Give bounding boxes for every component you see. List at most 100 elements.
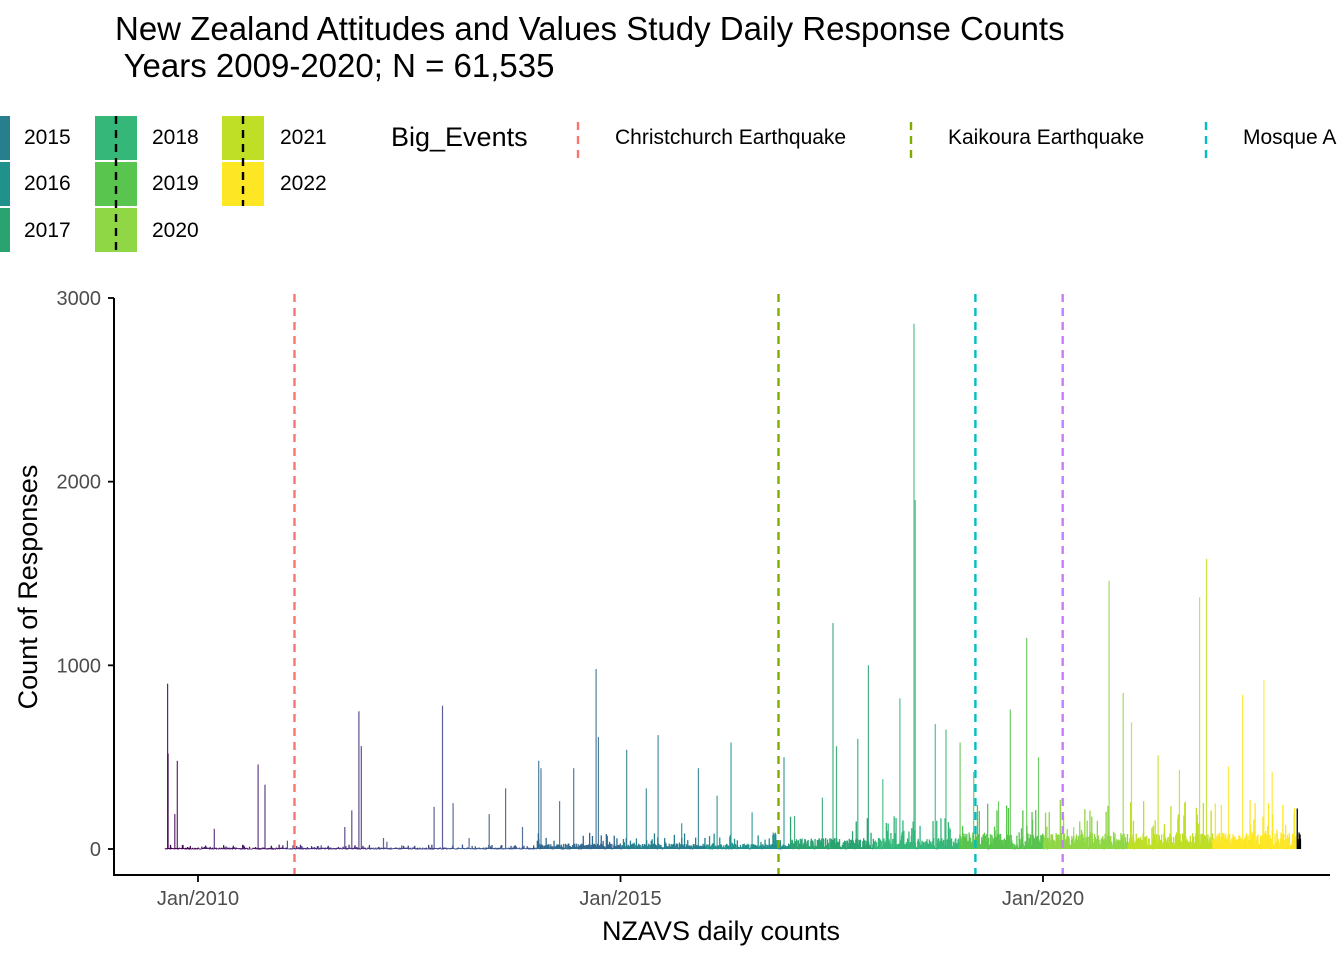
daily-bar	[782, 844, 784, 849]
daily-bar	[302, 847, 304, 849]
daily-bar	[938, 838, 940, 849]
daily-bar	[963, 836, 965, 849]
daily-bar	[1249, 824, 1252, 849]
daily-bar	[545, 837, 547, 849]
daily-bar	[792, 842, 794, 849]
daily-bar	[1180, 841, 1182, 849]
daily-bar	[819, 840, 821, 849]
daily-bar	[1151, 827, 1153, 849]
daily-bar	[1071, 836, 1073, 849]
daily-bar	[566, 847, 569, 849]
daily-bar	[619, 843, 621, 849]
spike-bar	[867, 665, 869, 849]
spike-bar	[521, 827, 524, 849]
daily-bar	[1105, 839, 1108, 849]
daily-bar	[165, 848, 167, 849]
spike-bar	[1178, 770, 1180, 849]
spike-bar	[358, 711, 360, 850]
daily-bar	[260, 848, 262, 849]
daily-bar	[176, 848, 178, 850]
daily-bar	[1171, 842, 1173, 849]
daily-bar	[804, 839, 806, 849]
daily-bar	[1296, 808, 1298, 849]
daily-bar	[493, 847, 495, 849]
daily-bar	[937, 848, 939, 850]
daily-bar	[185, 847, 187, 849]
daily-bar	[839, 846, 842, 849]
daily-bar	[411, 848, 413, 850]
daily-bar	[390, 848, 392, 850]
daily-bar	[428, 847, 431, 849]
spike-bar	[751, 812, 753, 849]
daily-bar	[790, 842, 792, 849]
daily-bar	[798, 848, 800, 850]
legend-label-2022: 2022	[280, 172, 327, 195]
daily-bar	[461, 844, 464, 849]
daily-bar	[997, 834, 999, 849]
daily-bar	[1285, 825, 1287, 849]
daily-bar	[605, 834, 607, 849]
daily-bar	[1196, 814, 1198, 849]
daily-bar	[308, 848, 310, 850]
daily-bar	[219, 848, 221, 849]
daily-bar	[748, 844, 750, 849]
daily-bar	[878, 838, 880, 849]
daily-bar	[611, 843, 613, 849]
chart-title: New Zealand Attitudes and Values Study D…	[115, 10, 1065, 84]
spike-bar	[1037, 757, 1040, 849]
x-tick-label: Jan/2010	[157, 888, 239, 910]
daily-bar	[437, 848, 439, 850]
daily-bar	[845, 848, 848, 850]
daily-bar	[1174, 835, 1177, 849]
daily-bar	[1007, 807, 1010, 849]
daily-bar	[1165, 841, 1167, 849]
daily-bar	[855, 821, 857, 849]
daily-bar	[188, 849, 190, 850]
daily-bar	[610, 846, 612, 849]
spike-bar	[1292, 834, 1294, 849]
daily-bar	[1191, 841, 1193, 849]
spike-bar	[1026, 637, 1028, 849]
daily-bar	[1245, 833, 1247, 849]
daily-bar	[1260, 835, 1262, 849]
spike-bar	[882, 779, 884, 849]
daily-bar	[960, 838, 962, 849]
daily-bar	[495, 847, 497, 849]
daily-bar	[1176, 835, 1178, 849]
daily-bar	[330, 847, 332, 849]
daily-bar	[234, 847, 236, 849]
daily-bar	[1220, 804, 1222, 849]
spike-bar	[468, 838, 470, 849]
daily-bar	[400, 848, 402, 849]
daily-bar	[218, 847, 221, 849]
daily-bar	[1162, 842, 1164, 849]
daily-bar	[966, 833, 968, 849]
daily-bar	[1223, 838, 1226, 849]
daily-bar	[471, 845, 473, 849]
daily-bar	[241, 848, 243, 850]
daily-bar	[582, 835, 584, 849]
daily-bar	[483, 847, 485, 849]
daily-bar	[526, 846, 528, 849]
daily-bar	[1170, 806, 1172, 849]
daily-bar	[996, 810, 998, 849]
daily-bar	[484, 848, 486, 850]
daily-bar	[1254, 803, 1256, 849]
daily-bar	[346, 847, 348, 849]
daily-bar	[379, 848, 382, 850]
daily-bar	[1232, 834, 1234, 849]
daily-bar	[185, 849, 187, 850]
daily-bar	[1130, 802, 1132, 849]
daily-bar	[1068, 837, 1070, 849]
daily-bar	[1161, 834, 1163, 849]
daily-bar	[1143, 837, 1145, 849]
spike-bar	[176, 760, 178, 849]
daily-bar	[1103, 839, 1105, 849]
daily-bar	[513, 846, 515, 849]
daily-bar	[884, 842, 886, 849]
daily-bar	[719, 837, 721, 849]
daily-bar	[1283, 833, 1285, 849]
daily-bar	[563, 843, 565, 849]
daily-bar	[668, 843, 670, 849]
daily-bar	[827, 848, 829, 850]
